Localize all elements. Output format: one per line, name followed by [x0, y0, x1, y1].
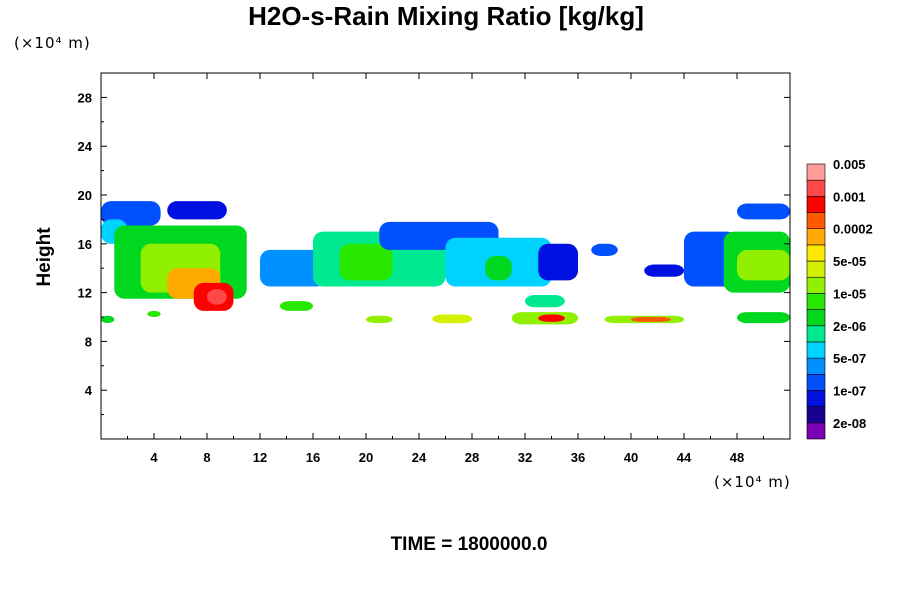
y-tick-label-0: 4: [85, 383, 93, 398]
field-region-16: [644, 264, 684, 277]
colorbar-swatch-8: [806, 293, 826, 310]
colorbar-label-3: 2e-06: [833, 319, 866, 334]
field-region-6: [207, 288, 227, 305]
colorbar-swatch-11: [806, 244, 826, 262]
field-region-20: [737, 203, 790, 220]
x-tick-label-3: 16: [306, 450, 320, 465]
colorbar-swatch-2: [806, 390, 826, 407]
colorbar-swatch-5: [806, 341, 826, 359]
x-tick-label-11: 48: [730, 450, 744, 465]
chart-title: H2O-s-Rain Mixing Ratio [kg/kg]: [248, 1, 644, 31]
y-axis-ticks: 4 8 12 16 20 24 28: [78, 90, 790, 416]
x-tick-label-2: 12: [253, 450, 267, 465]
field-region-28: [525, 295, 565, 308]
y-tick-label-6: 28: [78, 90, 92, 105]
colorbar-swatch-4: [806, 357, 826, 375]
y-tick-label-2: 12: [78, 286, 92, 301]
colorbar-swatch-9: [806, 276, 826, 294]
field-region-23: [279, 301, 313, 311]
x-tick-label-8: 36: [571, 450, 585, 465]
colorbar-swatch-13: [806, 212, 826, 230]
field-region-30: [631, 317, 671, 322]
x-tick-label-1: 8: [203, 450, 210, 465]
colorbar-label-4: 1e-05: [833, 286, 866, 301]
x-tick-label-9: 40: [624, 450, 638, 465]
y-tick-label-3: 16: [78, 237, 92, 252]
colorbar: 2e-08 1e-07 5e-07 2e-06 1e-05 5e-05 0.0002 0.00…: [806, 157, 873, 440]
field-region-27: [538, 314, 565, 322]
x-tick-label-5: 24: [412, 450, 427, 465]
plot-area: [101, 201, 790, 325]
field-region-31: [737, 312, 790, 324]
y-axis-label: Height: [34, 227, 55, 287]
y-tick-label-5: 24: [78, 139, 93, 154]
x-axis-ticks: 4 8 12 16 20 24 28 32 36 40 44 48: [127, 73, 764, 465]
colorbar-label-6: 0.0002: [833, 222, 873, 237]
y-tick-label-4: 20: [78, 188, 92, 203]
colorbar-swatch-14: [806, 196, 826, 213]
field-region-25: [432, 314, 472, 324]
colorbar-label-7: 0.001: [833, 189, 866, 204]
colorbar-swatch-6: [806, 325, 826, 343]
x-tick-label-10: 44: [677, 450, 692, 465]
field-region-15: [591, 243, 618, 256]
x-tick-label-6: 28: [465, 450, 479, 465]
colorbar-swatch-1: [806, 406, 826, 424]
colorbar-label-1: 1e-07: [833, 383, 866, 398]
x-tick-label-0: 4: [150, 450, 158, 465]
colorbar-label-5: 5e-05: [833, 254, 866, 269]
x-tick-label-7: 32: [518, 450, 532, 465]
colorbar-swatch-12: [806, 228, 826, 246]
colorbar-swatch-3: [806, 373, 826, 391]
time-label: TIME = 1800000.0: [391, 534, 548, 555]
field-region-19: [737, 249, 790, 281]
colorbar-label-2: 5e-07: [833, 351, 866, 366]
field-region-22: [147, 310, 161, 317]
field-region-21: [101, 315, 115, 324]
y-axis-unit: (×10⁴ m): [14, 34, 91, 52]
colorbar-swatch-0: [806, 422, 826, 440]
y-tick-label-1: 8: [85, 334, 92, 349]
field-region-24: [366, 315, 393, 324]
field-region-8: [260, 249, 327, 287]
colorbar-swatch-16: [806, 163, 826, 181]
x-axis-unit: (×10⁴ m): [714, 473, 791, 491]
colorbar-swatch-15: [806, 179, 826, 197]
colorbar-swatch-10: [806, 260, 826, 278]
colorbar-label-8: 0.005: [833, 157, 866, 172]
field-region-14: [538, 243, 578, 281]
field-region-7: [167, 201, 227, 220]
field-region-10: [339, 243, 393, 281]
colorbar-label-0: 2e-08: [833, 416, 866, 431]
field-region-13: [485, 256, 512, 281]
colorbar-swatch-7: [806, 309, 826, 327]
x-tick-label-4: 20: [359, 450, 373, 465]
